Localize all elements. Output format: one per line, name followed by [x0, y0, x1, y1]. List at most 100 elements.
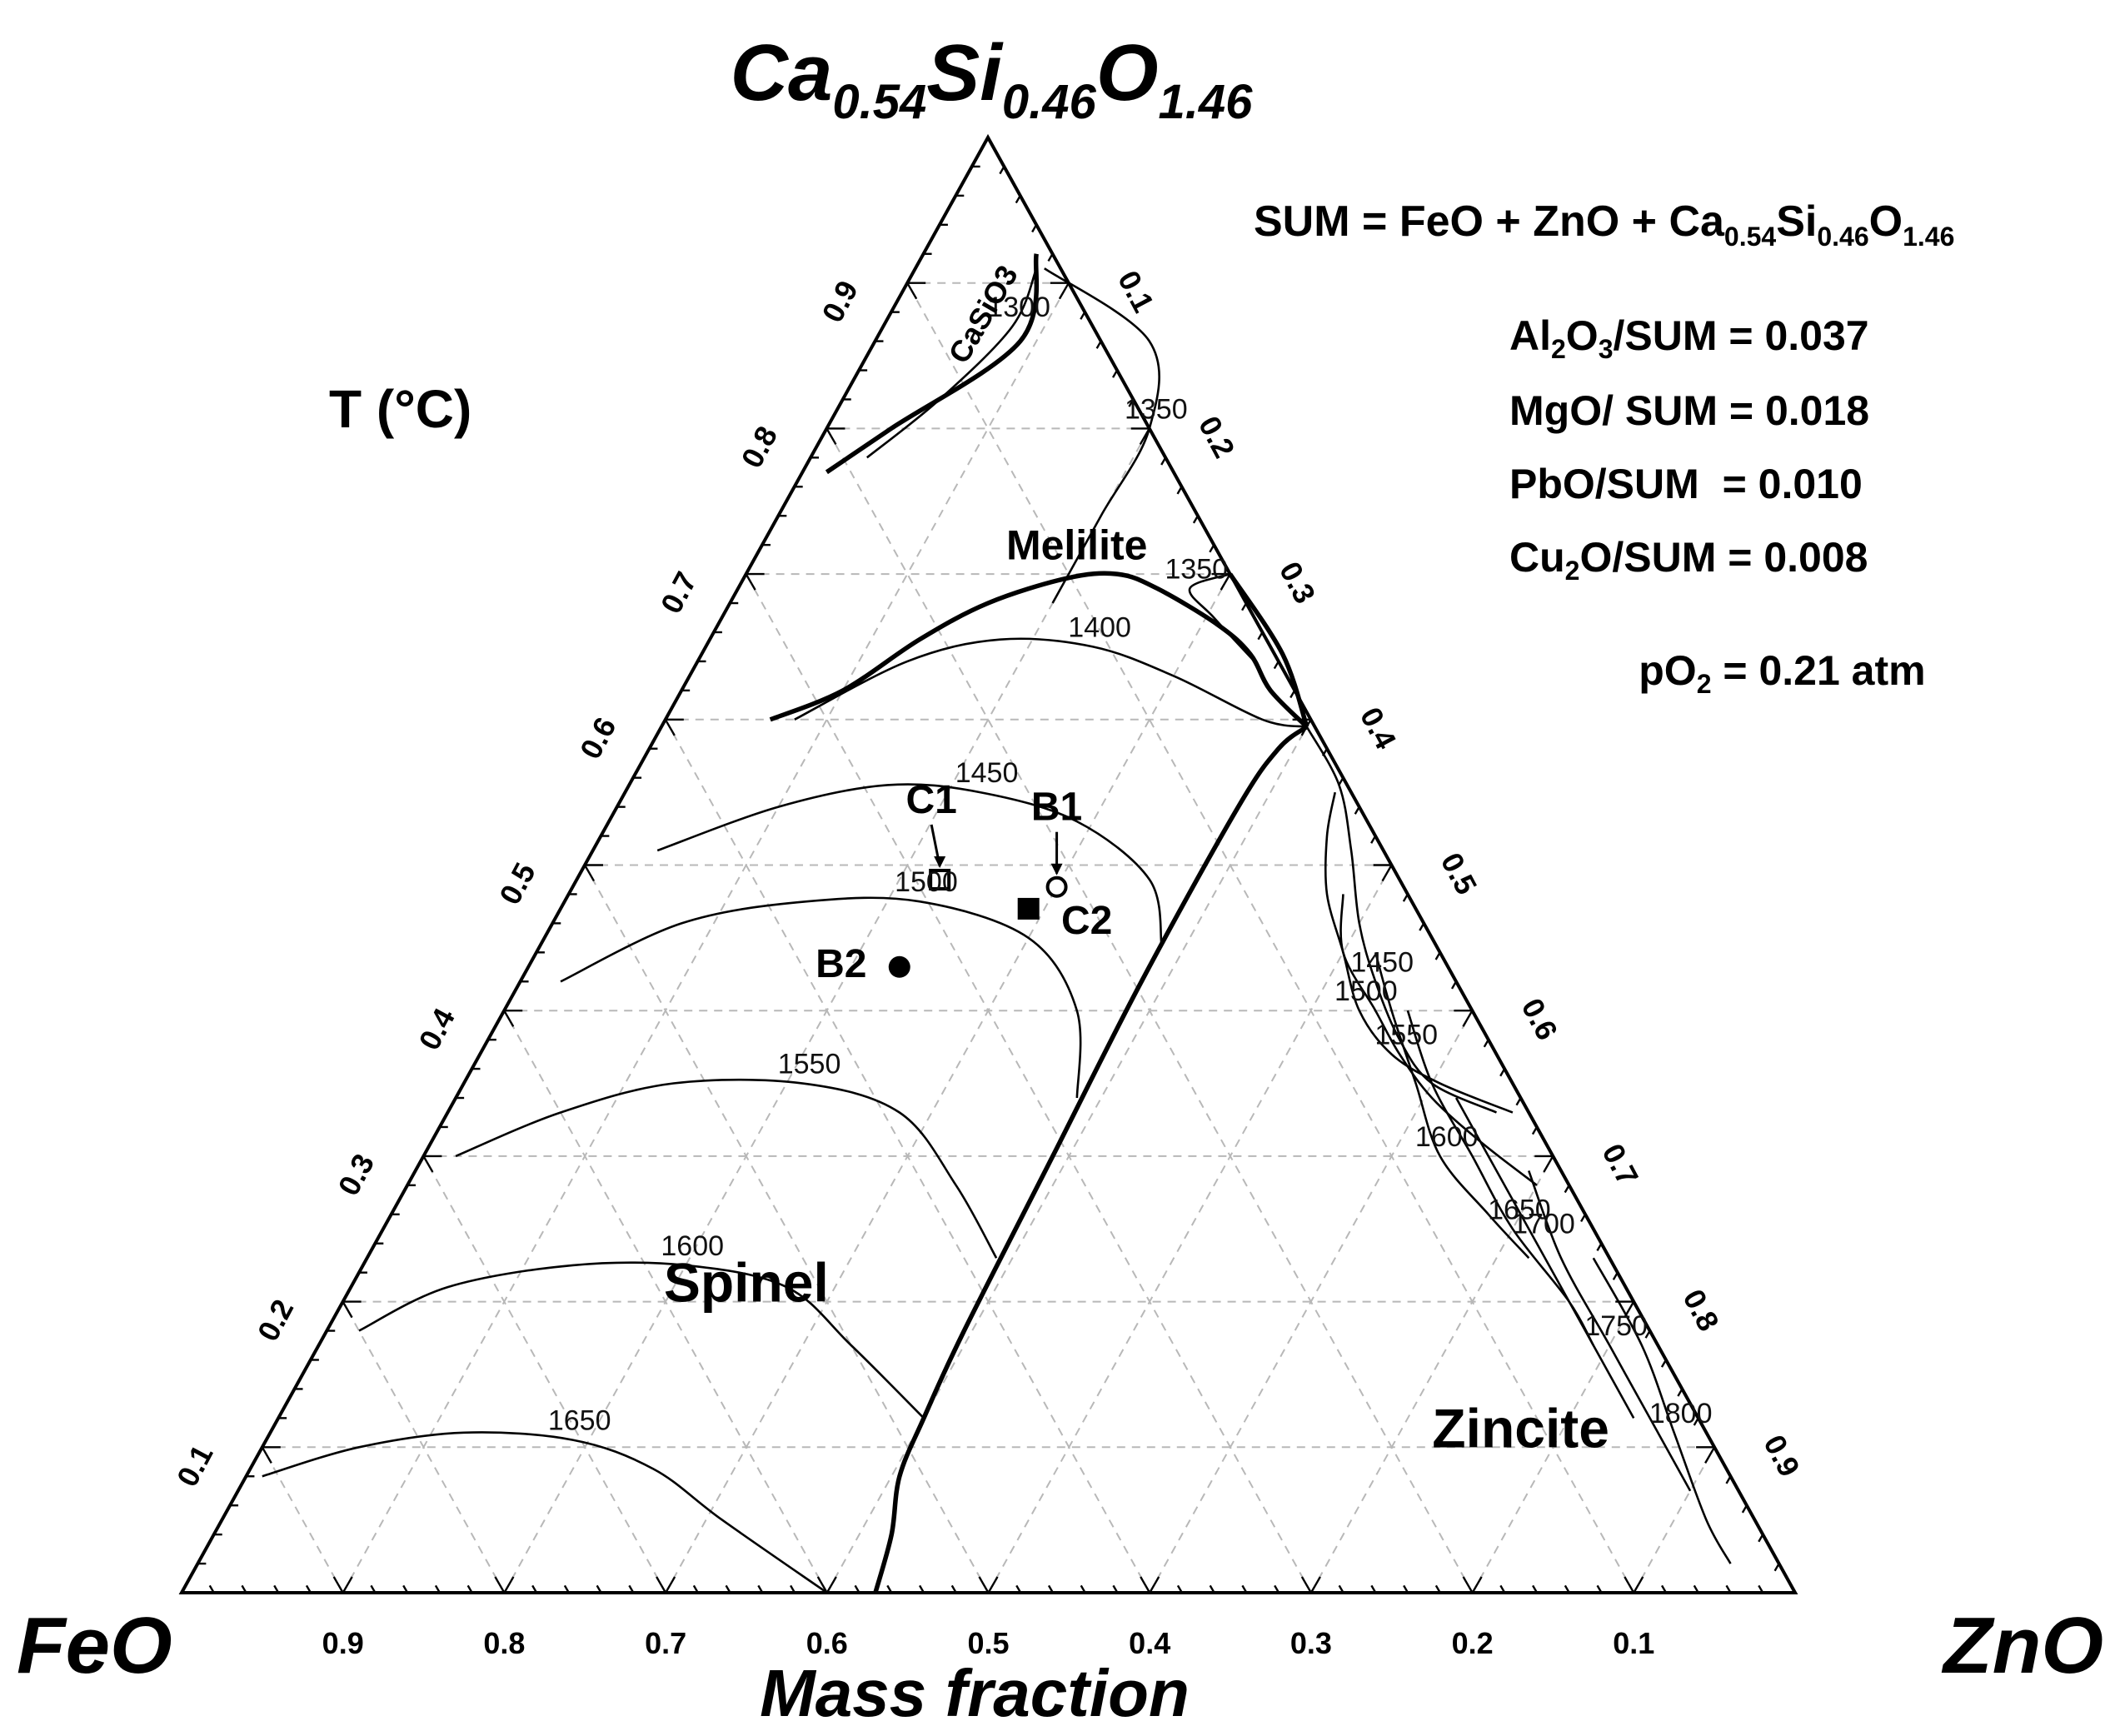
isotherm-1700	[1454, 1097, 1635, 1419]
tick-layer	[197, 165, 1780, 1594]
axis-tick	[1515, 1097, 1522, 1106]
isotherm-1300	[865, 267, 1038, 459]
axis-tick	[1499, 1068, 1506, 1077]
right-tick-label: 0.5	[1434, 847, 1484, 900]
axis-tick	[305, 1584, 312, 1594]
left-tick-label: 0.2	[251, 1294, 301, 1346]
axis-tick	[1112, 1584, 1119, 1594]
axis-tick	[1564, 1185, 1570, 1194]
axis-tick	[1741, 1504, 1748, 1514]
axis-tick	[531, 1584, 538, 1594]
arrow-head-C1	[934, 856, 946, 868]
grid-line-zno	[1471, 1301, 1635, 1594]
temperature-label: T (°C)	[329, 379, 471, 439]
axis-tick	[1580, 1214, 1587, 1223]
isotherm-label: 1750	[1584, 1310, 1648, 1342]
isotherm-label: 1450	[955, 757, 1019, 789]
data-point-label-B2: B2	[816, 942, 866, 986]
axis-tick	[906, 282, 918, 300]
region-label-zincite: Zincite	[1432, 1397, 1609, 1459]
axis-tick	[1596, 1584, 1603, 1594]
axis-tick	[466, 1584, 473, 1594]
isotherm-label: 1600	[1415, 1121, 1479, 1153]
grid-line-feo	[584, 865, 990, 1594]
axis-tick	[273, 1584, 280, 1594]
axis-tick	[1080, 312, 1086, 320]
apex-label-left: FeO	[17, 1601, 172, 1690]
grid-line-zno	[987, 865, 1393, 1594]
axis-tick	[1309, 1576, 1321, 1594]
axis-tick	[563, 1584, 570, 1594]
axis-tick	[987, 1576, 999, 1594]
axis-tick	[583, 864, 596, 882]
bottom-tick-label: 0.9	[322, 1626, 364, 1660]
axis-tick	[1661, 1584, 1668, 1594]
info-mgo-ratio: MgO/ SUM = 0.018	[1509, 387, 1869, 434]
axis-tick	[1531, 1126, 1538, 1135]
axis-tick	[332, 1576, 344, 1594]
data-point-B1	[1045, 875, 1068, 898]
axis-tick	[1058, 282, 1070, 300]
axis-tick	[208, 1584, 215, 1594]
left-tick-label: 0.7	[654, 566, 704, 619]
grid-line-feo	[422, 1155, 666, 1594]
phase-boundary-melilite-zincite	[1228, 572, 1309, 728]
isotherm-label: 1500	[1334, 975, 1398, 1007]
axis-tick	[1725, 1584, 1732, 1594]
isotherm-label: 1400	[1068, 611, 1131, 643]
axis-tick	[725, 1584, 731, 1594]
grid-line-feo	[906, 282, 1635, 1594]
axis-tick	[241, 1584, 247, 1594]
grid-line-zno	[342, 282, 1070, 1594]
axis-tick	[1773, 1563, 1780, 1572]
axis-tick	[503, 1576, 515, 1594]
axis-tick	[1434, 1584, 1441, 1594]
axis-tick	[826, 1576, 837, 1594]
left-tick-label: 0.6	[573, 711, 623, 764]
isotherm-1600	[358, 1261, 925, 1419]
axis-tick	[1338, 777, 1344, 786]
isotherm-1600	[1374, 951, 1530, 1260]
axis-tick	[1660, 1359, 1667, 1368]
isotherm-label: 1650	[548, 1405, 611, 1437]
axis-tick	[656, 1576, 667, 1594]
axis-tick	[1419, 922, 1425, 931]
right-tick-label: 0.9	[1757, 1429, 1807, 1482]
axis-tick	[1300, 1576, 1312, 1594]
phase-boundary-layer	[769, 253, 1309, 1594]
axis-tick	[1209, 544, 1215, 553]
axis-tick	[1370, 1584, 1377, 1594]
axis-tick	[1140, 1576, 1151, 1594]
region-label-melilite: Melilite	[1006, 522, 1147, 569]
axis-tick	[422, 1155, 434, 1173]
axis-tick	[1176, 1584, 1183, 1594]
axis-tick	[494, 1576, 506, 1594]
axis-tick	[1403, 1584, 1409, 1594]
grid-layer	[261, 282, 1715, 1594]
isotherm-label: 1700	[1512, 1209, 1575, 1240]
apex-label-right: ZnO	[1941, 1601, 2103, 1690]
isotherm-1550	[455, 1078, 998, 1259]
data-point-C2	[1017, 897, 1040, 920]
bottom-tick-label: 0.2	[1452, 1626, 1494, 1660]
axis-tick	[1381, 864, 1393, 882]
axis-tick	[1471, 1576, 1483, 1594]
right-tick-label: 0.6	[1515, 993, 1565, 1045]
axis-tick	[664, 719, 676, 736]
axis-tick	[1139, 427, 1150, 446]
bottom-tick-label: 0.4	[1129, 1626, 1170, 1660]
grid-line-zno	[665, 573, 1231, 1594]
axis-tick	[1220, 573, 1231, 591]
axis-tick	[1095, 340, 1102, 349]
axis-tick	[816, 1576, 828, 1594]
axis-tick	[1633, 1576, 1644, 1594]
data-point-C1	[929, 868, 951, 890]
axis-tick	[999, 166, 1005, 175]
axis-tick	[826, 427, 837, 446]
grid-line-feo	[342, 1301, 506, 1594]
axis-tick	[1273, 661, 1279, 670]
grid-line-zno	[1310, 1155, 1554, 1594]
axis-tick	[1483, 1039, 1489, 1048]
left-tick-label: 0.4	[412, 1003, 461, 1055]
